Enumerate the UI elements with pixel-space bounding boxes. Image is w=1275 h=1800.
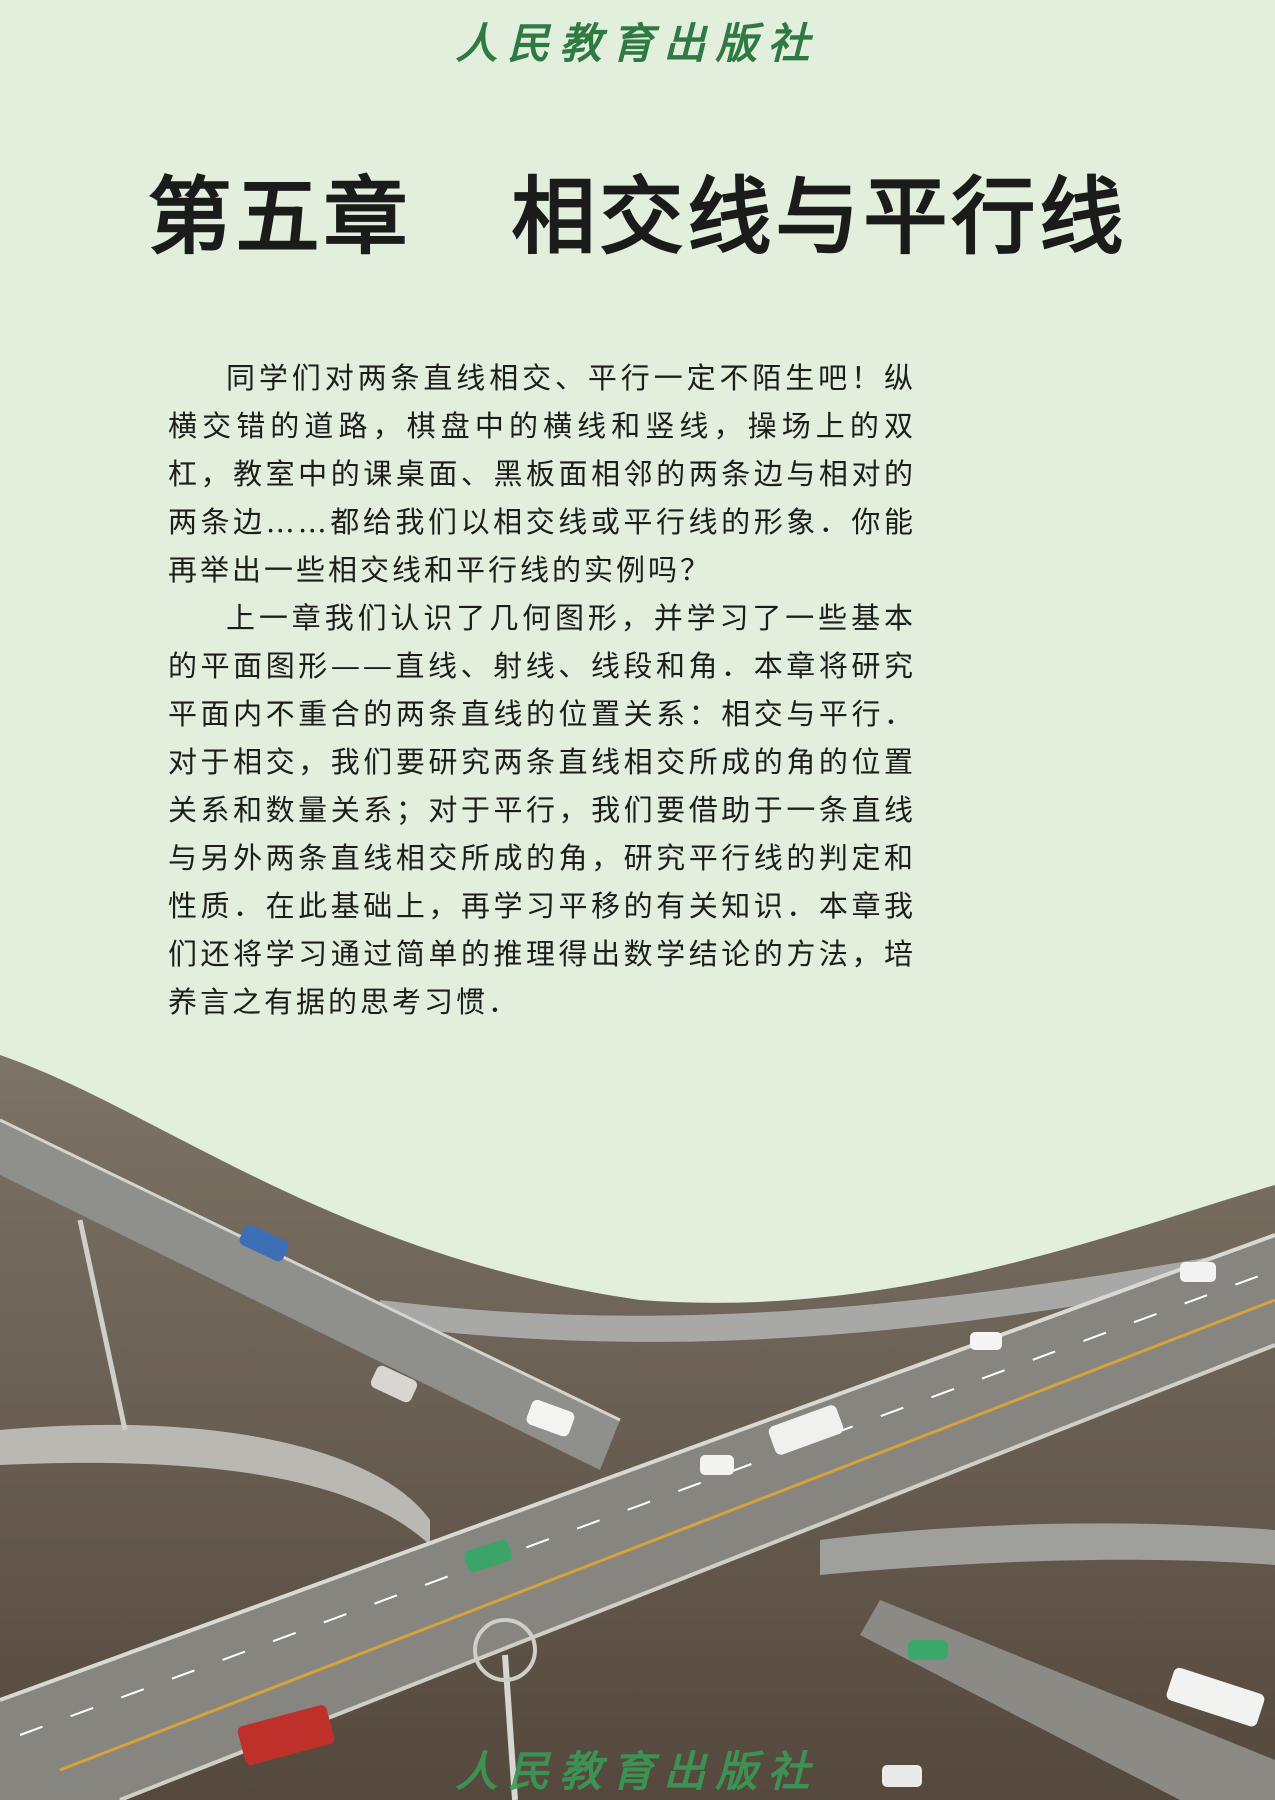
publisher-logo-bottom: 人民教育出版社 (455, 1747, 820, 1796)
highway-interchange-photo (0, 1055, 1275, 1800)
intro-paragraph-2: 上一章我们认识了几何图形，并学习了一些基本的平面图形——直线、射线、线段和角．本… (168, 601, 916, 1019)
intro-paragraph-1: 同学们对两条直线相交、平行一定不陌生吧！纵横交错的道路，棋盘中的横线和竖线，操场… (168, 361, 916, 587)
chapter-title: 第五章 相交线与平行线 (147, 167, 1128, 266)
publisher-logo-top: 人民教育出版社 (455, 19, 820, 68)
chapter-introduction: 同学们对两条直线相交、平行一定不陌生吧！纵横交错的道路，棋盘中的横线和竖线，操场… (168, 354, 916, 1026)
